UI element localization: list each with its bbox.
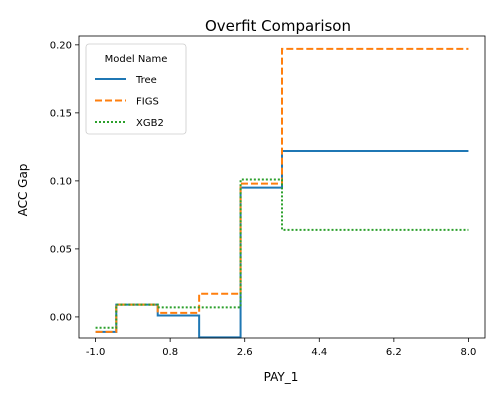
axis-layer: -1.0 0.8 2.6 4.4 6.2 8.0 0.00 0.05 0.10 0.15 0.20 (50, 40, 477, 358)
legend: Model Name Tree FIGS XGB2 (85, 43, 187, 135)
x-axis-label: PAY_1 (264, 370, 299, 384)
chart-title: Overfit Comparison (205, 17, 351, 35)
x-tick-label: 6.2 (386, 347, 402, 358)
series-layer (95, 47, 469, 339)
legend-label-xgb2: XGB2 (136, 118, 164, 129)
legend-box (85, 43, 187, 135)
x-tick-label: 4.4 (311, 347, 327, 358)
y-tick-label: 0.20 (50, 40, 72, 51)
x-tick-label: 8.0 (460, 347, 476, 358)
y-tick-label: 0.00 (50, 312, 72, 323)
legend-label-figs: FIGS (136, 97, 159, 108)
x-tick-label: -1.0 (86, 347, 106, 358)
y-tick-label: 0.15 (50, 108, 72, 119)
x-tick-label: 0.8 (162, 347, 178, 358)
y-tick-label: 0.05 (50, 244, 72, 255)
y-axis-label: ACC Gap (16, 164, 30, 217)
legend-title: Model Name (105, 54, 168, 65)
legend-label-tree: Tree (135, 75, 157, 86)
plot-frame (78, 35, 486, 339)
series-line-figs (95, 47, 469, 333)
y-tick-label: 0.10 (50, 176, 72, 187)
series-line-xgb2 (95, 178, 469, 329)
x-tick-label: 2.6 (237, 347, 253, 358)
